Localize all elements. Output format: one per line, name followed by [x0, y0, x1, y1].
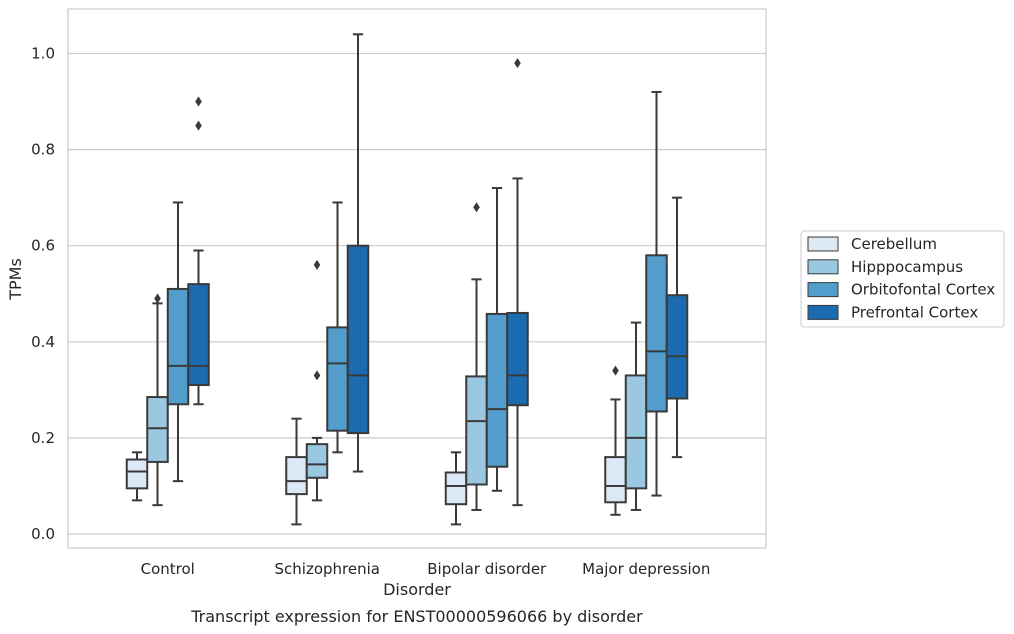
box-group	[305, 259, 329, 502]
box-iqr	[506, 311, 529, 407]
legend-label: Prefrontal Cortex	[851, 303, 978, 321]
y-tick-label: 1.0	[31, 45, 55, 63]
box-group	[465, 202, 488, 511]
legend-swatch	[807, 282, 839, 298]
outlier-point	[313, 370, 321, 381]
legend-swatch	[807, 259, 839, 275]
box-group	[125, 451, 149, 502]
y-tick-label: 0.8	[31, 141, 55, 159]
box-group	[166, 201, 190, 483]
box-iqr	[125, 458, 149, 490]
box-iqr	[305, 443, 329, 479]
box-iqr	[346, 244, 370, 435]
box-iqr	[665, 294, 689, 400]
box-group	[645, 90, 668, 497]
legend-label: Orbitofontal Cortex	[851, 281, 995, 299]
y-tick-labels: 0.0 0.2 0.4 0.6 0.8 1.0	[31, 45, 55, 544]
box-iqr	[485, 312, 509, 468]
box-iqr	[285, 456, 308, 496]
box-iqr	[624, 374, 648, 490]
box-group	[665, 196, 689, 459]
box-group	[146, 293, 169, 507]
legend-swatch	[807, 304, 839, 320]
box-group	[346, 33, 370, 473]
box-iqr	[187, 283, 210, 387]
x-tick-label: Control	[141, 560, 195, 578]
chart-caption: Transcript expression for ENST0000059606…	[190, 607, 643, 626]
legend-entries: Cerebellum Hipppocampus Orbitofontal Corte…	[807, 235, 995, 321]
box-iqr	[444, 471, 468, 506]
box-group	[444, 451, 468, 526]
legend-frame	[800, 230, 1005, 328]
box-iqr	[326, 326, 349, 432]
x-tick-label: Bipolar disorder	[427, 560, 547, 578]
y-axis-title: TPMs	[6, 258, 25, 301]
legend: Cerebellum Hipppocampus Orbitofontal Corte…	[800, 230, 1005, 328]
x-tick-label: Major depression	[582, 560, 710, 578]
box-iqr	[645, 254, 668, 413]
outlier-point	[195, 96, 202, 107]
legend-swatch	[807, 236, 839, 252]
y-tick-label: 0.6	[31, 237, 55, 255]
x-tick-label: Schizophrenia	[275, 560, 380, 578]
box-iqr	[166, 287, 190, 406]
y-tick-label: 0.4	[31, 333, 55, 351]
box-iqr	[146, 396, 169, 463]
outlier-point	[612, 365, 619, 376]
outlier-point	[473, 202, 480, 213]
box-iqr	[604, 456, 627, 504]
x-tick-labels: Control Schizophrenia Bipolar disorder Majo…	[141, 560, 711, 578]
outlier-point	[195, 120, 202, 131]
outlier-point	[514, 58, 521, 69]
legend-label: Cerebellum	[851, 235, 937, 253]
boxes	[125, 33, 689, 526]
box-group	[506, 58, 529, 507]
y-tick-label: 0.2	[31, 429, 55, 447]
y-tick-label: 0.0	[31, 525, 55, 543]
box-iqr	[465, 375, 488, 486]
outlier-point	[313, 259, 321, 270]
box-group	[326, 201, 349, 454]
x-axis-title: Disorder	[383, 580, 451, 599]
legend-label: Hipppocampus	[851, 258, 963, 276]
box-group	[187, 96, 210, 406]
box-group	[624, 321, 648, 511]
outlier-point	[154, 293, 161, 304]
plot-frame	[67, 8, 767, 549]
